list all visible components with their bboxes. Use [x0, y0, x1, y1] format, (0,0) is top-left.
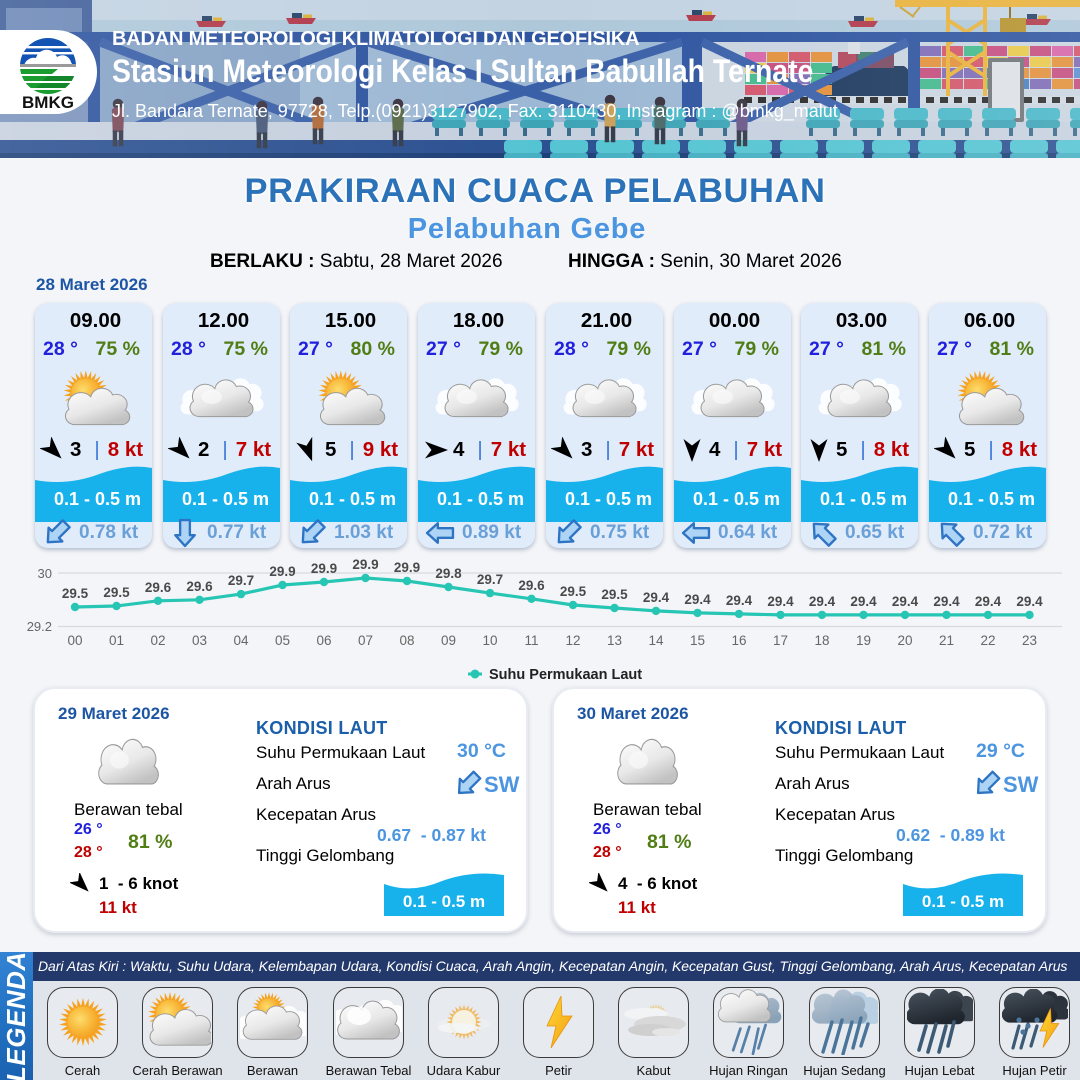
svg-text:04: 04 [233, 633, 249, 648]
svg-text:06: 06 [316, 633, 331, 648]
svg-text:Suhu Permukaan Laut: Suhu Permukaan Laut [489, 667, 642, 683]
svg-text:29.7: 29.7 [477, 572, 503, 587]
svg-text:29.5: 29.5 [560, 584, 587, 599]
svg-text:29.4: 29.4 [892, 594, 919, 609]
svg-text:29.4: 29.4 [1016, 594, 1043, 609]
svg-text:29.8: 29.8 [435, 566, 462, 581]
svg-text:29.4: 29.4 [726, 593, 753, 608]
svg-text:29.4: 29.4 [975, 594, 1002, 609]
svg-text:09: 09 [441, 633, 456, 648]
svg-text:02: 02 [150, 633, 165, 648]
svg-text:30: 30 [38, 566, 52, 581]
svg-text:29.5: 29.5 [103, 585, 130, 600]
svg-text:29.6: 29.6 [518, 578, 545, 593]
svg-text:08: 08 [399, 633, 414, 648]
svg-text:29.5: 29.5 [62, 586, 89, 601]
svg-text:07: 07 [358, 633, 373, 648]
svg-text:05: 05 [275, 633, 290, 648]
svg-text:29.4: 29.4 [767, 594, 794, 609]
svg-text:29.9: 29.9 [394, 560, 420, 575]
svg-text:22: 22 [980, 633, 995, 648]
svg-text:29.9: 29.9 [269, 564, 295, 579]
svg-text:29.4: 29.4 [643, 590, 670, 605]
svg-text:00: 00 [67, 633, 82, 648]
svg-text:29.4: 29.4 [809, 594, 836, 609]
svg-text:0.1 - 0.5 m: 0.1 - 0.5 m [403, 892, 485, 911]
svg-text:0.1 - 0.5 m: 0.1 - 0.5 m [922, 892, 1004, 911]
svg-text:16: 16 [731, 633, 746, 648]
svg-text:19: 19 [856, 633, 871, 648]
svg-text:14: 14 [648, 633, 664, 648]
svg-text:13: 13 [607, 633, 622, 648]
svg-text:29.4: 29.4 [684, 592, 711, 607]
svg-text:29.9: 29.9 [311, 561, 337, 576]
svg-text:29.4: 29.4 [850, 594, 877, 609]
svg-text:20: 20 [897, 633, 912, 648]
svg-text:21: 21 [939, 633, 954, 648]
svg-text:29.4: 29.4 [933, 594, 960, 609]
svg-text:01: 01 [109, 633, 124, 648]
svg-text:10: 10 [482, 633, 497, 648]
svg-text:03: 03 [192, 633, 207, 648]
svg-text:29.9: 29.9 [352, 557, 378, 572]
svg-text:23: 23 [1022, 633, 1037, 648]
svg-text:29.6: 29.6 [186, 579, 213, 594]
svg-text:29.5: 29.5 [601, 587, 628, 602]
svg-text:29.6: 29.6 [145, 580, 172, 595]
svg-text:17: 17 [773, 633, 788, 648]
svg-text:BMKG: BMKG [22, 93, 74, 110]
svg-text:18: 18 [814, 633, 829, 648]
svg-text:15: 15 [690, 633, 705, 648]
svg-text:29.7: 29.7 [228, 573, 254, 588]
svg-text:12: 12 [565, 633, 580, 648]
svg-text:29.2: 29.2 [27, 619, 52, 634]
svg-text:11: 11 [524, 633, 538, 648]
